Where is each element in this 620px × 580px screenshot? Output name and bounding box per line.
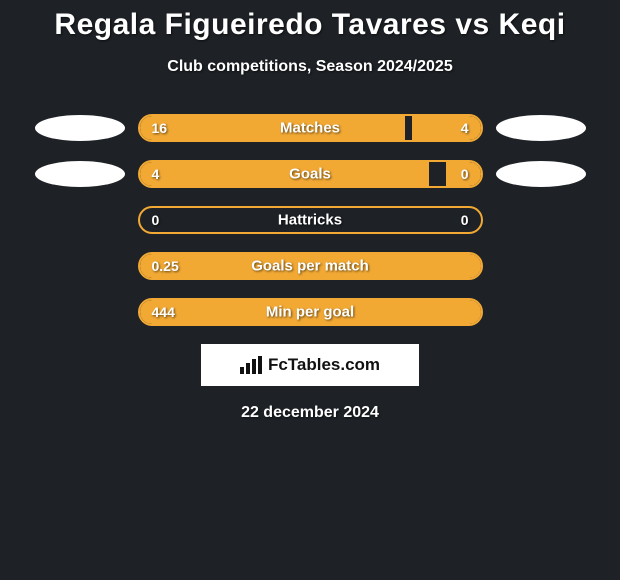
stat-row: 164Matches xyxy=(0,114,620,142)
bar-fill-right xyxy=(412,116,480,140)
player-flag-right xyxy=(496,115,586,141)
bar-fill-left xyxy=(140,162,430,186)
stat-bar: 444Min per goal xyxy=(138,298,483,326)
stat-row: 40Goals xyxy=(0,160,620,188)
stat-value-left: 0 xyxy=(152,212,160,228)
page-title: Regala Figueiredo Tavares vs Keqi xyxy=(0,0,620,42)
subtitle: Club competitions, Season 2024/2025 xyxy=(0,58,620,76)
stat-row: 444Min per goal xyxy=(0,298,620,326)
bar-fill-right xyxy=(446,162,480,186)
bar-fill-left xyxy=(140,116,406,140)
brand-bar-icon xyxy=(240,356,262,374)
brand-badge: FcTables.com xyxy=(201,344,419,386)
stats-container: 164Matches 40Goals 0 0Hattricks 0.25Goals pe… xyxy=(0,114,620,326)
bar-fill-left xyxy=(140,300,481,324)
stat-bar: 164Matches xyxy=(138,114,483,142)
stat-bar: 0.25Goals per match xyxy=(138,252,483,280)
stat-bar: 40Goals xyxy=(138,160,483,188)
player-flag-left xyxy=(35,115,125,141)
snapshot-date: 22 december 2024 xyxy=(0,404,620,422)
stat-label: Hattricks xyxy=(140,212,481,229)
player-flag-right xyxy=(496,161,586,187)
stat-row: 0 0Hattricks xyxy=(0,206,620,234)
stat-value-right: 0 xyxy=(461,212,469,228)
brand-text: FcTables.com xyxy=(268,355,380,375)
bar-fill-left xyxy=(140,254,481,278)
stat-bar: 0 0Hattricks xyxy=(138,206,483,234)
player-flag-left xyxy=(35,161,125,187)
stat-row: 0.25Goals per match xyxy=(0,252,620,280)
